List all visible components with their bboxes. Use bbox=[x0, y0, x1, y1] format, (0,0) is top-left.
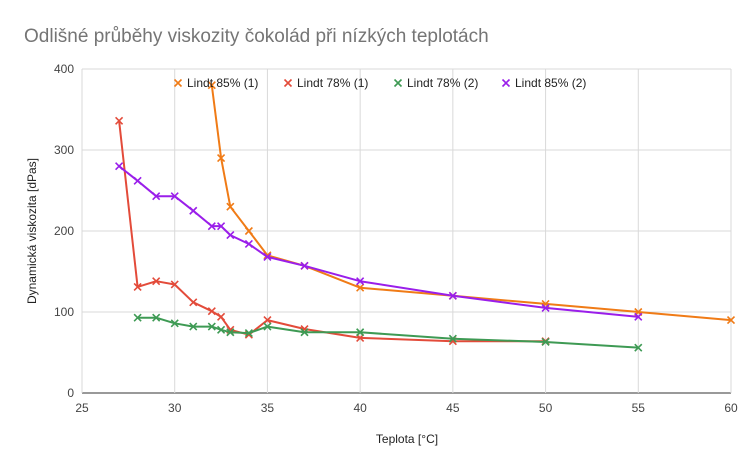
legend-label: Lindt 78% (2) bbox=[407, 76, 478, 90]
legend-label: Lindt 85% (1) bbox=[187, 76, 258, 90]
data-point bbox=[263, 316, 272, 325]
data-point bbox=[189, 322, 198, 331]
data-point bbox=[207, 81, 216, 90]
data-point bbox=[244, 239, 253, 249]
legend-marker-icon bbox=[501, 78, 511, 88]
data-point bbox=[300, 328, 309, 337]
x-tick-label: 45 bbox=[446, 401, 460, 415]
x-tick-label: 30 bbox=[168, 401, 182, 415]
data-point bbox=[115, 116, 124, 125]
series-1 bbox=[207, 81, 736, 325]
y-tick-label: 0 bbox=[67, 386, 74, 400]
data-point bbox=[189, 298, 198, 307]
data-point bbox=[170, 280, 179, 289]
data-point bbox=[207, 322, 216, 331]
data-point bbox=[217, 312, 226, 321]
legend-item: Lindt 85% (2) bbox=[501, 76, 586, 90]
data-point bbox=[541, 303, 550, 313]
data-point bbox=[170, 319, 179, 328]
series-4 bbox=[115, 162, 643, 321]
series-line bbox=[118, 165, 639, 318]
series-3 bbox=[133, 313, 643, 352]
data-point bbox=[217, 154, 226, 163]
data-point bbox=[244, 328, 253, 338]
y-tick-label: 300 bbox=[54, 143, 74, 157]
data-point bbox=[244, 226, 253, 236]
data-point bbox=[300, 261, 309, 270]
x-axis-label: Teplota [°C] bbox=[376, 432, 438, 446]
data-point bbox=[448, 334, 457, 343]
data-point bbox=[226, 230, 235, 240]
data-point bbox=[115, 162, 124, 171]
data-point bbox=[133, 313, 142, 322]
data-point bbox=[133, 282, 142, 291]
data-point bbox=[356, 283, 365, 292]
gridlines bbox=[81, 68, 732, 394]
data-point bbox=[152, 192, 161, 201]
legend-item: Lindt 78% (2) bbox=[393, 76, 478, 90]
x-axis-ticks: 25 30 35 40 45 50 55 60 bbox=[75, 401, 738, 415]
data-point bbox=[263, 252, 272, 261]
legend-label: Lindt 78% (1) bbox=[297, 76, 368, 90]
data-point bbox=[152, 313, 161, 322]
legend-marker-icon bbox=[393, 78, 403, 88]
data-point bbox=[448, 291, 457, 300]
x-tick-label: 50 bbox=[539, 401, 553, 415]
data-point bbox=[207, 307, 216, 316]
data-point bbox=[634, 312, 643, 321]
y-tick-label: 400 bbox=[54, 62, 74, 76]
legend-item: Lindt 85% (1) bbox=[173, 76, 258, 90]
x-tick-label: 40 bbox=[353, 401, 367, 415]
data-point bbox=[189, 206, 198, 215]
x-tick-label: 35 bbox=[261, 401, 275, 415]
series-line bbox=[118, 120, 546, 343]
data-series bbox=[115, 81, 736, 352]
data-point bbox=[263, 322, 272, 331]
legend-marker-icon bbox=[283, 78, 293, 88]
chart-title: Odlišné průběhy viskozity čokolád při ní… bbox=[24, 26, 489, 47]
legend-marker-icon bbox=[173, 78, 183, 88]
data-point bbox=[541, 337, 550, 347]
data-point bbox=[356, 328, 365, 337]
series-line bbox=[137, 316, 639, 349]
x-tick-label: 55 bbox=[632, 401, 646, 415]
data-point bbox=[152, 277, 161, 286]
data-point bbox=[226, 328, 235, 337]
y-axis-ticks: 0 100 200 300 400 bbox=[54, 62, 74, 400]
y-tick-label: 100 bbox=[54, 305, 74, 319]
x-tick-label: 60 bbox=[724, 401, 738, 415]
data-point bbox=[133, 176, 142, 185]
data-point bbox=[170, 192, 179, 201]
data-point bbox=[726, 316, 736, 325]
y-tick-label: 200 bbox=[54, 224, 74, 238]
data-point bbox=[226, 202, 235, 211]
x-tick-label: 25 bbox=[75, 401, 89, 415]
series-line bbox=[210, 85, 732, 322]
legend: Lindt 85% (1) Lindt 78% (1) Lindt 78% (2) L… bbox=[173, 76, 586, 90]
data-point bbox=[207, 222, 216, 231]
data-point bbox=[217, 325, 226, 334]
data-point bbox=[634, 343, 643, 352]
legend-label: Lindt 85% (2) bbox=[515, 76, 586, 90]
data-point bbox=[356, 277, 365, 286]
legend-item: Lindt 78% (1) bbox=[283, 76, 368, 90]
data-point bbox=[217, 222, 226, 231]
y-axis-label: Dynamická viskozita [dPas] bbox=[25, 158, 39, 304]
